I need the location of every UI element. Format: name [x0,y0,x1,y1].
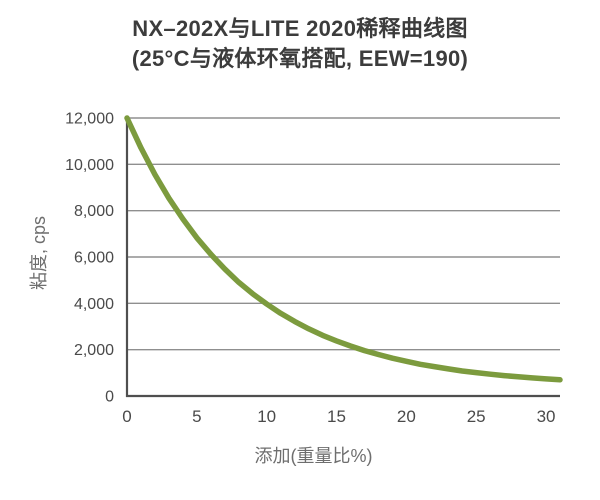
y-tick-label: 6,000 [74,250,114,267]
x-tick-label: 10 [257,407,276,426]
x-tick-label: 0 [122,407,131,426]
x-tick-label: 5 [192,407,201,426]
y-tick-label: 0 [105,389,114,406]
y-tick-label: 8,000 [74,203,114,220]
y-tick-label: 10,000 [65,157,114,174]
viscosity-curve [124,115,563,383]
y-tick-label: 4,000 [74,296,114,313]
chart-title-block: NX–202X与LITE 2020稀释曲线图 (25°C与液体环氧搭配, EEW… [0,14,600,74]
x-axis-title: 添加(重量比%) [254,446,373,466]
x-tick-label: 30 [537,407,556,426]
y-tick-label: 12,000 [65,111,114,128]
x-tick-label: 25 [467,407,486,426]
chart-subtitle: (25°C与液体环氧搭配, EEW=190) [131,46,469,71]
x-tick-label: 20 [397,407,416,426]
y-tick-label: 2,000 [74,342,114,359]
x-tick-label: 15 [327,407,346,426]
chart-title: NX–202X与LITE 2020稀释曲线图 [132,16,468,41]
